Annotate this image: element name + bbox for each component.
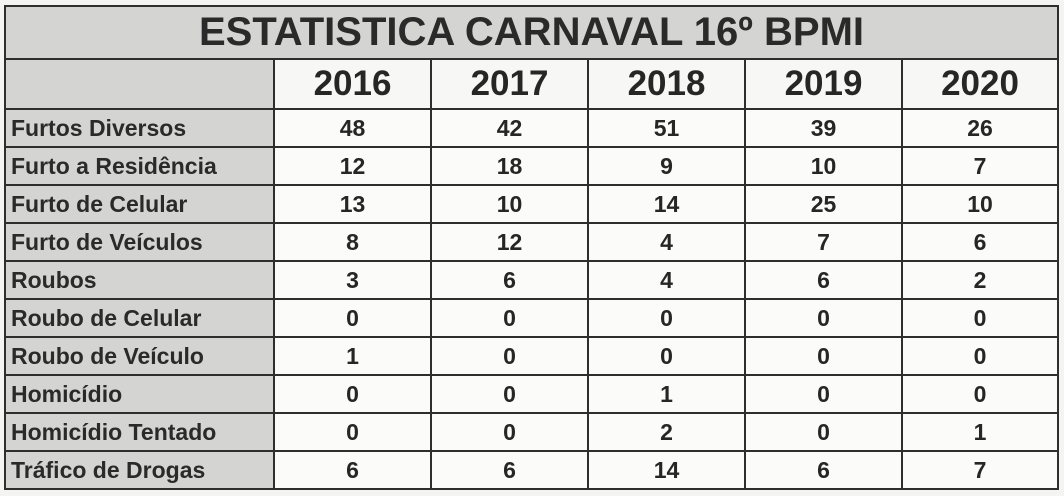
year-header: 2016 (273, 58, 432, 110)
value-cell: 25 (744, 184, 903, 224)
year-header-row: 2016 2017 2018 2019 2020 (4, 58, 1059, 110)
value-cell: 6 (273, 450, 432, 490)
value-cell: 9 (587, 146, 746, 186)
value-cell: 2 (901, 260, 1059, 300)
value-cell: 3 (273, 260, 432, 300)
value-cell: 1 (587, 374, 746, 414)
row-label: Roubos (4, 260, 275, 300)
value-cell: 4 (587, 260, 746, 300)
row-label: Homicídio Tentado (4, 412, 275, 452)
value-cell: 0 (901, 336, 1059, 376)
statistics-table: ESTATISTICA CARNAVAL 16º BPMI 2016 2017 … (4, 5, 1059, 490)
value-cell: 42 (430, 108, 589, 148)
value-cell: 6 (430, 260, 589, 300)
row-label: Roubo de Veículo (4, 336, 275, 376)
value-cell: 26 (901, 108, 1059, 148)
value-cell: 0 (744, 412, 903, 452)
value-cell: 0 (273, 412, 432, 452)
value-cell: 0 (744, 298, 903, 338)
table-row: Furto de Celular 13 10 14 25 10 (4, 184, 1059, 224)
table-row: Homicídio Tentado 0 0 2 0 1 (4, 412, 1059, 452)
value-cell: 0 (430, 374, 589, 414)
value-cell: 0 (273, 374, 432, 414)
year-header: 2020 (901, 58, 1059, 110)
value-cell: 0 (901, 374, 1059, 414)
value-cell: 14 (587, 450, 746, 490)
value-cell: 1 (901, 412, 1059, 452)
value-cell: 48 (273, 108, 432, 148)
row-label: Homicídio (4, 374, 275, 414)
value-cell: 7 (901, 450, 1059, 490)
value-cell: 14 (587, 184, 746, 224)
value-cell: 0 (744, 336, 903, 376)
value-cell: 6 (744, 450, 903, 490)
year-header: 2017 (430, 58, 589, 110)
row-label: Furto de Celular (4, 184, 275, 224)
table-row: Furto de Veículos 8 12 4 7 6 (4, 222, 1059, 262)
value-cell: 51 (587, 108, 746, 148)
value-cell: 7 (901, 146, 1059, 186)
value-cell: 2 (587, 412, 746, 452)
value-cell: 13 (273, 184, 432, 224)
row-label: Tráfico de Drogas (4, 450, 275, 490)
value-cell: 7 (744, 222, 903, 262)
value-cell: 6 (901, 222, 1059, 262)
value-cell: 39 (744, 108, 903, 148)
value-cell: 10 (744, 146, 903, 186)
value-cell: 0 (587, 298, 746, 338)
value-cell: 12 (430, 222, 589, 262)
value-cell: 10 (430, 184, 589, 224)
row-label: Furto de Veículos (4, 222, 275, 262)
value-cell: 0 (430, 336, 589, 376)
value-cell: 0 (587, 336, 746, 376)
value-cell: 6 (744, 260, 903, 300)
table-row: Homicídio 0 0 1 0 0 (4, 374, 1059, 414)
table-row: Roubos 3 6 4 6 2 (4, 260, 1059, 300)
value-cell: 8 (273, 222, 432, 262)
year-header: 2018 (587, 58, 746, 110)
value-cell: 0 (430, 298, 589, 338)
table-row: Roubo de Veículo 1 0 0 0 0 (4, 336, 1059, 376)
table-title: ESTATISTICA CARNAVAL 16º BPMI (4, 5, 1059, 60)
value-cell: 0 (273, 298, 432, 338)
table-row: Furto a Residência 12 18 9 10 7 (4, 146, 1059, 186)
value-cell: 18 (430, 146, 589, 186)
value-cell: 10 (901, 184, 1059, 224)
table-row: Tráfico de Drogas 6 6 14 6 7 (4, 450, 1059, 490)
row-label: Furto a Residência (4, 146, 275, 186)
value-cell: 1 (273, 336, 432, 376)
row-label: Roubo de Celular (4, 298, 275, 338)
year-header: 2019 (744, 58, 903, 110)
value-cell: 0 (430, 412, 589, 452)
table-row: Roubo de Celular 0 0 0 0 0 (4, 298, 1059, 338)
value-cell: 12 (273, 146, 432, 186)
value-cell: 0 (901, 298, 1059, 338)
value-cell: 4 (587, 222, 746, 262)
row-label: Furtos Diversos (4, 108, 275, 148)
table-row: Furtos Diversos 48 42 51 39 26 (4, 108, 1059, 148)
value-cell: 0 (744, 374, 903, 414)
title-row: ESTATISTICA CARNAVAL 16º BPMI (4, 5, 1059, 60)
value-cell: 6 (430, 450, 589, 490)
corner-cell (4, 58, 275, 110)
